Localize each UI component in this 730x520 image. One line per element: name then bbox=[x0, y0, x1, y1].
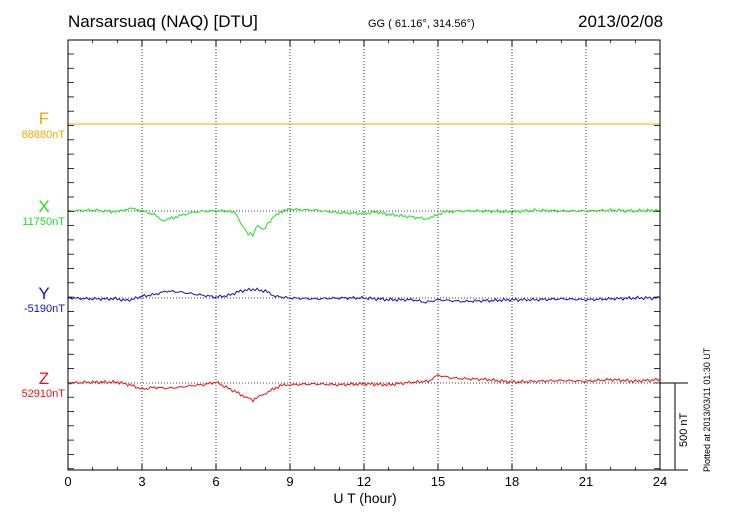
x-tick-label: 18 bbox=[505, 474, 519, 489]
x-tick-label: 3 bbox=[138, 474, 145, 489]
scale-bar bbox=[660, 382, 688, 471]
component-name-f: F bbox=[38, 109, 50, 128]
x-axis-label: U T (hour) bbox=[333, 490, 397, 506]
station-title: Narsarsuaq (NAQ) [DTU] bbox=[68, 12, 258, 31]
x-tick-label: 12 bbox=[357, 474, 371, 489]
component-baseline-f: 88880nT bbox=[21, 129, 65, 141]
series-line-z bbox=[67, 374, 661, 403]
series-lines bbox=[67, 123, 661, 403]
component-baseline-y: -5190nT bbox=[24, 303, 65, 315]
x-tick-label: 0 bbox=[64, 474, 71, 489]
component-name-x: X bbox=[38, 197, 50, 216]
plot-border bbox=[67, 39, 661, 471]
date-label: 2013/02/08 bbox=[578, 12, 664, 31]
x-ticks: 0 3 6 9 12 15 18 21 24 bbox=[64, 40, 667, 489]
x-tick-label: 9 bbox=[286, 474, 293, 489]
component-name-z: Z bbox=[38, 369, 50, 388]
series-line-y bbox=[67, 287, 661, 304]
x-tick-label: 6 bbox=[212, 474, 219, 489]
x-tick-label: 24 bbox=[653, 474, 667, 489]
plot-frame bbox=[67, 39, 661, 471]
x-tick-label: 15 bbox=[431, 474, 445, 489]
geo-coordinates: GG ( 61.16°, 314.56°) bbox=[368, 18, 475, 30]
component-baseline-x: 11750nT bbox=[22, 216, 65, 228]
grid bbox=[68, 40, 660, 470]
component-baseline-z: 52910nT bbox=[21, 388, 65, 400]
x-tick-label: 21 bbox=[579, 474, 593, 489]
component-name-y: Y bbox=[38, 284, 50, 303]
series-line-x bbox=[67, 207, 661, 238]
